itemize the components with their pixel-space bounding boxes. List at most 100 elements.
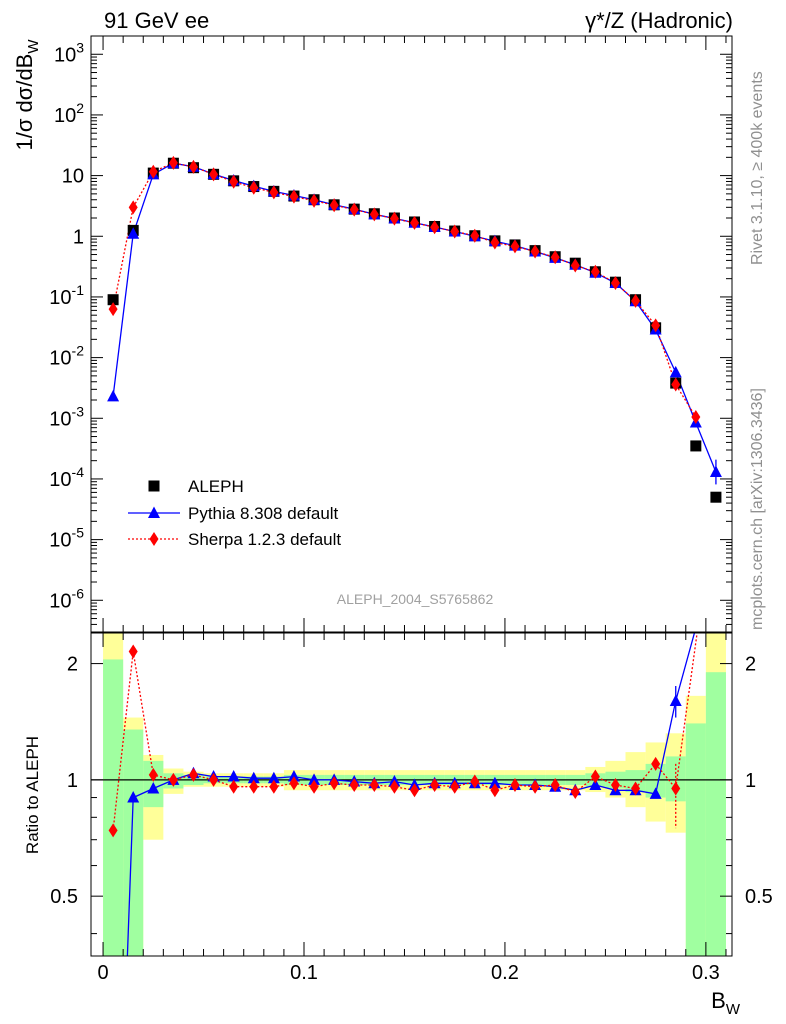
y-tick-label: 10-6 [49,585,84,612]
ratio-point-diamond [631,781,641,796]
data-point-diamond [570,258,580,273]
data-point-diamond [269,185,279,200]
ratio-point-triangle [147,781,160,794]
ratio-point-triangle [227,770,240,782]
ratio-point-diamond [128,644,138,659]
ratio-point-triangle [488,776,501,789]
data-point-diamond [188,159,198,174]
data-point-square [690,440,702,452]
ratio-point-diamond [369,777,379,792]
ratio-point-triangle [267,771,280,784]
ratio-y-axis-label: Ratio to ALEPH [23,736,42,854]
analysis-watermark: ALEPH_2004_S5765862 [337,591,494,607]
ratio-point-diamond [148,767,158,782]
data-point-diamond [289,189,299,204]
ratio-point-diamond [249,779,259,794]
data-point-diamond [329,198,339,213]
data-point-diamond [309,193,319,208]
data-point-diamond [470,228,480,243]
series-line-2 [112,162,697,418]
ratio-series-line-1 [112,633,698,831]
ratio-frame [90,632,733,957]
y-tick-label: 1 [73,226,84,248]
ratio-point-triangle [649,787,662,799]
x-tick-label: 0.1 [290,962,318,984]
data-point-square [710,491,722,503]
ratio-y-tick-label-left: 1 [67,770,78,792]
ratio-point-diamond [289,776,299,791]
data-point-diamond [550,250,560,265]
ratio-point-diamond [490,783,500,798]
ratio-point-triangle [308,773,321,785]
header-right-title: γ*/Z (Hadronic) [585,8,733,33]
x-tick-label: 0.3 [692,962,720,984]
main-plot-area [107,155,722,503]
ratio-plot-area [91,633,732,956]
ratio-point-diamond [329,776,339,791]
ratio-point-triangle [589,778,602,790]
x-tick-label: 0 [97,962,108,984]
inner-uncertainty-band [665,756,686,802]
ratio-point-triangle [247,771,260,784]
inner-uncertainty-band [123,729,144,956]
main-y-axis-label: 1/σ dσ/dBW [12,39,42,151]
x-axis-label: BW [711,988,741,1018]
data-point-diamond [610,275,620,290]
inner-uncertainty-band [625,770,646,793]
ratio-point-diamond [108,823,118,838]
ratio-point-diamond [651,756,661,771]
ratio-point-diamond [349,777,359,792]
ratio-point-diamond [530,779,540,794]
data-point-diamond [148,164,158,179]
inner-uncertainty-band [685,723,706,956]
y-tick-label: 103 [54,39,84,66]
data-point-diamond [530,244,540,259]
data-point-diamond [651,318,661,333]
legend-label: Pythia 8.308 default [188,504,339,523]
header-left-title: 91 GeV ee [104,8,209,33]
legend-label: Sherpa 1.2.3 default [188,530,341,549]
ratio-point-diamond [309,779,319,794]
ratio-point-diamond [188,767,198,782]
ratio-y-tick-label-right: 2 [745,654,756,676]
data-point-diamond [249,180,259,195]
y-tick-label: 10-3 [49,403,84,430]
main-y-axis-title: 1/σ dσ/dBW [12,39,42,151]
legend-marker-square [148,480,160,492]
series-line-1 [112,162,717,473]
ratio-y-tick-label-right: 1 [745,770,756,792]
legend-marker-triangle [148,506,160,518]
data-point-diamond [510,239,520,254]
ratio-point-diamond [229,779,239,794]
mcplots-side-label: mcplots.cern.ch [arXiv:1306.3436] [749,388,766,630]
data-point-diamond [450,224,460,239]
ratio-axes: 0.5 0.5 1 1 2 2 0 0.1 0.2 0.3 [50,632,773,984]
y-tick-label: 10-1 [49,282,84,309]
ratio-point-triangle [287,770,300,782]
inner-uncertainty-band [705,672,726,956]
data-point-diamond [490,235,500,250]
data-point-diamond [430,220,440,235]
data-point-diamond [691,409,701,424]
ratio-point-diamond [470,774,480,789]
data-point-diamond [389,211,399,226]
main-frame [90,35,733,633]
y-tick-label: 102 [54,100,84,127]
data-point-diamond [168,155,178,170]
data-point-diamond [590,264,600,279]
data-point-diamond [369,207,379,222]
data-point-diamond [229,174,239,189]
y-tick-label: 10 [62,166,84,188]
rivet-side-label: Rivet 3.1.10, ≥ 400k events [749,71,766,265]
ratio-point-diamond [430,777,440,792]
data-point-diamond [671,377,681,392]
ratio-y-tick-label-right: 0.5 [745,886,773,908]
ratio-point-diamond [168,772,178,787]
ratio-point-diamond [269,779,279,794]
data-point-diamond [410,215,420,230]
x-tick-label: 0.2 [491,962,519,984]
ratio-point-diamond [610,777,620,792]
y-tick-label: 10-5 [49,525,84,552]
x-axis-title: BW [711,988,741,1018]
